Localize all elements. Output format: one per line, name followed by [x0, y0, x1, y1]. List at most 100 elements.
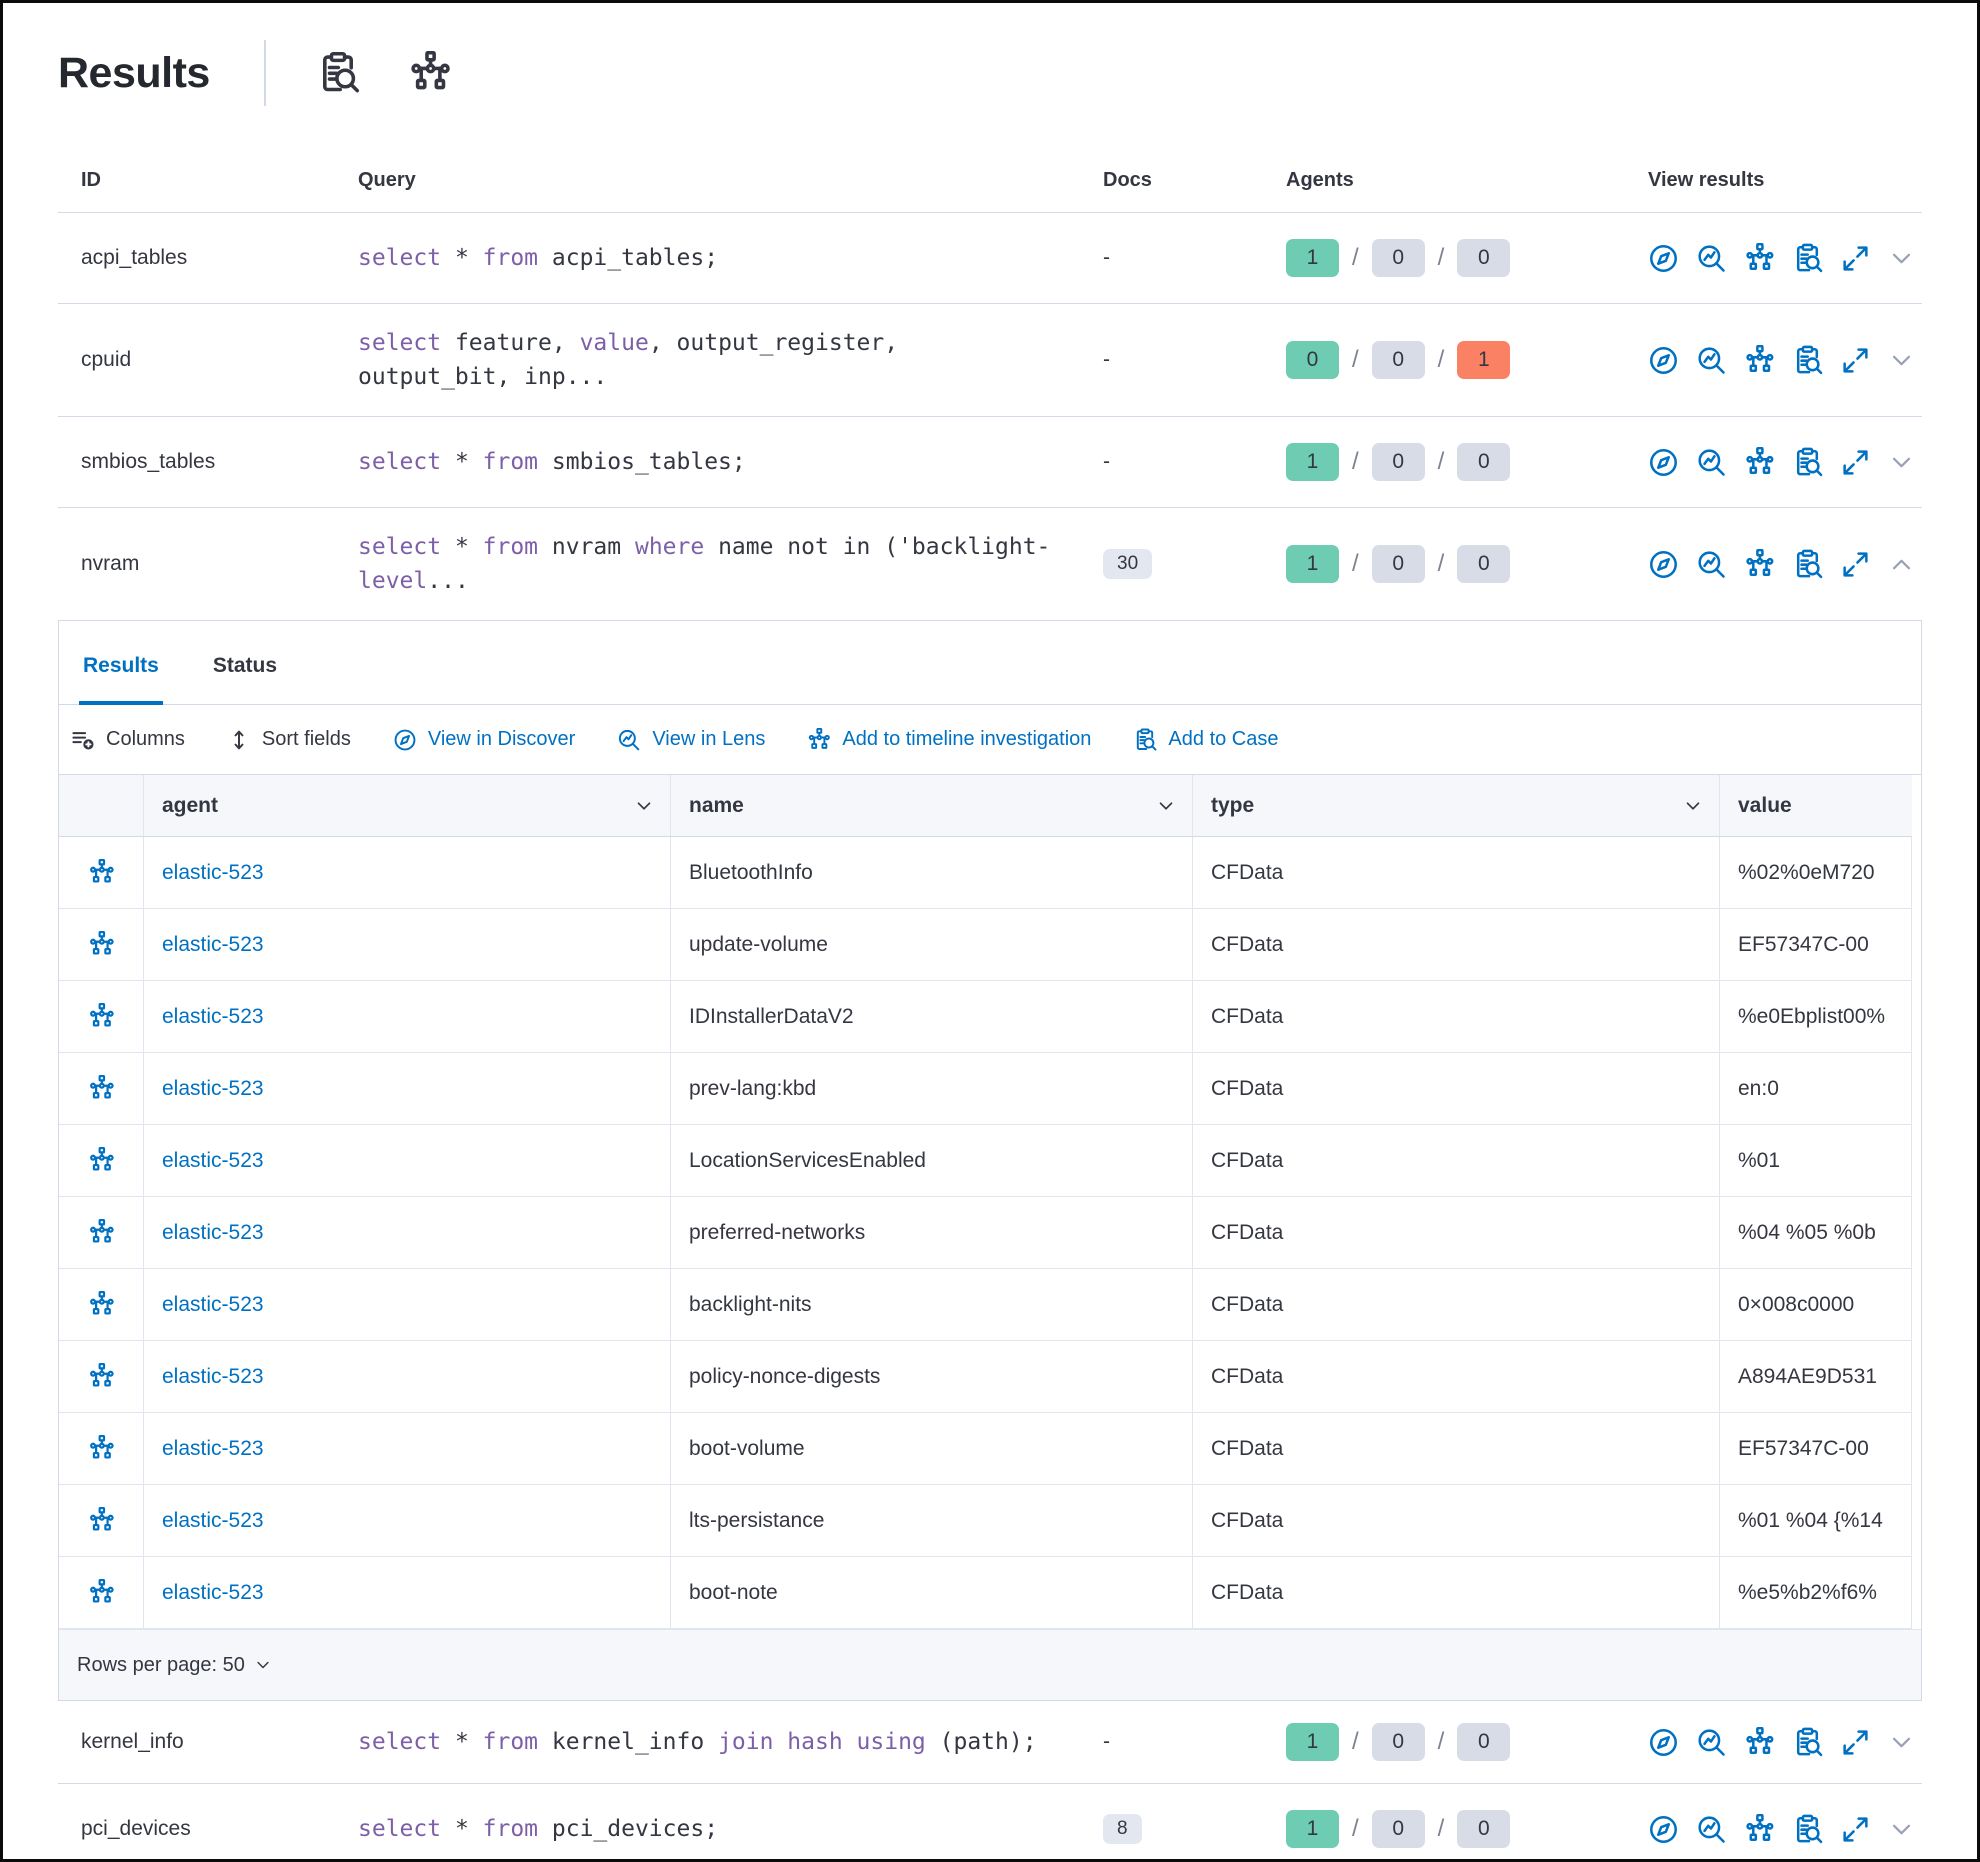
case-clipboard-icon	[1133, 728, 1157, 752]
result-row: elastic-523 IDInstallerDataV2 CFData %e0…	[59, 981, 1912, 1053]
add-to-case-icon[interactable]	[1792, 549, 1823, 580]
agents-failed-badge: 0	[1457, 1723, 1511, 1761]
agent-link[interactable]: elastic-523	[162, 1220, 264, 1244]
agent-link[interactable]: elastic-523	[162, 860, 264, 884]
add-to-case-icon[interactable]	[1792, 447, 1823, 478]
agent-link[interactable]: elastic-523	[162, 932, 264, 956]
view-in-lens-icon[interactable]	[1696, 447, 1727, 478]
result-value-cell: %01	[1719, 1125, 1912, 1196]
agent-link[interactable]: elastic-523	[162, 1364, 264, 1388]
query-docs-count: 8	[1103, 1814, 1286, 1844]
query-sql: select feature, value, output_register, …	[358, 330, 912, 390]
agent-link[interactable]: elastic-523	[162, 1004, 264, 1028]
view-in-discover-icon[interactable]	[1648, 1727, 1679, 1758]
agent-link[interactable]: elastic-523	[162, 1436, 264, 1460]
agent-link[interactable]: elastic-523	[162, 1508, 264, 1532]
rows-per-page-button[interactable]: Rows per page: 50	[77, 1654, 272, 1677]
agent-link[interactable]: elastic-523	[162, 1148, 264, 1172]
row-timeline-tree-icon[interactable]	[59, 1269, 143, 1340]
sort-fields-button[interactable]: Sort fields	[227, 728, 351, 752]
add-to-timeline-button[interactable]: Add to timeline investigation	[807, 728, 1091, 752]
row-timeline-tree-icon[interactable]	[59, 837, 143, 908]
expand-row-chevron-icon[interactable]	[1888, 1816, 1915, 1843]
row-timeline-tree-icon[interactable]	[59, 981, 143, 1052]
agents-success-badge: 1	[1286, 239, 1339, 277]
result-value-cell: EF57347C-00	[1719, 909, 1912, 980]
result-type-cell: CFData	[1192, 1413, 1719, 1484]
grid-column-value[interactable]: value	[1719, 775, 1912, 836]
columns-button[interactable]: Columns	[71, 728, 185, 752]
add-to-case-icon[interactable]	[1792, 243, 1823, 274]
result-name-cell: LocationServicesEnabled	[670, 1125, 1192, 1196]
docs-count-badge: 8	[1103, 1814, 1142, 1844]
row-timeline-tree-icon[interactable]	[59, 1413, 143, 1484]
timeline-tree-icon[interactable]	[408, 51, 452, 95]
expand-results-icon[interactable]	[1840, 447, 1871, 478]
row-timeline-tree-icon[interactable]	[59, 1125, 143, 1196]
result-name-cell: prev-lang:kbd	[670, 1053, 1192, 1124]
inspect-icon[interactable]	[316, 51, 360, 95]
expand-row-chevron-icon[interactable]	[1888, 449, 1915, 476]
expand-results-icon[interactable]	[1840, 1814, 1871, 1845]
result-type-cell: CFData	[1192, 1197, 1719, 1268]
result-row: elastic-523 boot-volume CFData EF57347C-…	[59, 1413, 1912, 1485]
agents-pending-badge: 0	[1371, 443, 1425, 481]
agent-link[interactable]: elastic-523	[162, 1292, 264, 1316]
row-timeline-tree-icon[interactable]	[59, 1485, 143, 1556]
agent-status-badges: 1/0/0	[1286, 1810, 1648, 1848]
result-row: elastic-523 backlight-nits CFData 0×008c…	[59, 1269, 1912, 1341]
add-to-case-icon[interactable]	[1792, 1727, 1823, 1758]
expand-results-icon[interactable]	[1840, 243, 1871, 274]
expand-results-icon[interactable]	[1840, 345, 1871, 376]
grid-column-type[interactable]: type	[1192, 775, 1719, 836]
agents-failed-badge: 0	[1457, 545, 1511, 583]
expand-row-chevron-icon[interactable]	[1888, 347, 1915, 374]
add-to-case-icon[interactable]	[1792, 1814, 1823, 1845]
add-to-timeline-icon[interactable]	[1744, 1727, 1775, 1758]
add-to-timeline-icon[interactable]	[1744, 549, 1775, 580]
row-timeline-tree-icon[interactable]	[59, 1197, 143, 1268]
expand-results-icon[interactable]	[1840, 1727, 1871, 1758]
add-to-timeline-icon[interactable]	[1744, 345, 1775, 376]
tab-status[interactable]: Status	[212, 654, 278, 677]
view-in-lens-icon[interactable]	[1696, 1727, 1727, 1758]
expand-results-icon[interactable]	[1840, 549, 1871, 580]
result-row: elastic-523 preferred-networks CFData %0…	[59, 1197, 1912, 1269]
add-to-case-icon[interactable]	[1792, 345, 1823, 376]
agent-link[interactable]: elastic-523	[162, 1580, 264, 1604]
view-in-lens-icon[interactable]	[1696, 243, 1727, 274]
add-to-case-button[interactable]: Add to Case	[1133, 728, 1279, 752]
row-timeline-tree-icon[interactable]	[59, 1341, 143, 1412]
agents-success-badge: 1	[1286, 1723, 1339, 1761]
view-in-discover-icon[interactable]	[1648, 1814, 1679, 1845]
view-in-discover-icon[interactable]	[1648, 447, 1679, 478]
row-timeline-tree-icon[interactable]	[59, 1053, 143, 1124]
grid-column-agent[interactable]: agent	[143, 775, 670, 836]
agents-pending-badge: 0	[1371, 341, 1425, 379]
view-in-lens-button[interactable]: View in Lens	[617, 728, 765, 752]
data-grid-header: agent name type value	[59, 775, 1912, 837]
row-timeline-tree-icon[interactable]	[59, 1557, 143, 1628]
view-in-discover-button[interactable]: View in Discover	[393, 728, 575, 752]
agents-success-badge: 1	[1286, 545, 1339, 583]
view-in-discover-icon[interactable]	[1648, 243, 1679, 274]
add-to-timeline-icon[interactable]	[1744, 243, 1775, 274]
agent-link[interactable]: elastic-523	[162, 1076, 264, 1100]
result-name-cell: boot-note	[670, 1557, 1192, 1628]
grid-column-name[interactable]: name	[670, 775, 1192, 836]
result-name-cell: IDInstallerDataV2	[670, 981, 1192, 1052]
add-to-timeline-icon[interactable]	[1744, 1814, 1775, 1845]
view-in-lens-icon[interactable]	[1696, 345, 1727, 376]
query-sql: select * from acpi_tables;	[358, 245, 719, 271]
results-tabs: Results Status	[59, 621, 1921, 705]
expand-row-chevron-icon[interactable]	[1888, 1729, 1915, 1756]
tab-results[interactable]: Results	[79, 654, 163, 705]
row-timeline-tree-icon[interactable]	[59, 909, 143, 980]
add-to-timeline-icon[interactable]	[1744, 447, 1775, 478]
view-in-discover-icon[interactable]	[1648, 549, 1679, 580]
view-in-lens-icon[interactable]	[1696, 549, 1727, 580]
view-in-lens-icon[interactable]	[1696, 1814, 1727, 1845]
expand-row-chevron-icon[interactable]	[1888, 551, 1915, 578]
expand-row-chevron-icon[interactable]	[1888, 245, 1915, 272]
view-in-discover-icon[interactable]	[1648, 345, 1679, 376]
